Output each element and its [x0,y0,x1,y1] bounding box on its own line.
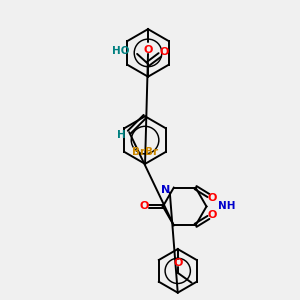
Text: O: O [159,47,169,57]
Text: Br: Br [145,147,158,157]
Text: N: N [161,184,170,195]
Text: O: O [173,258,182,268]
Text: H: H [117,130,126,140]
Text: O: O [208,193,217,202]
Text: HO: HO [112,46,129,56]
Text: NH: NH [218,202,236,212]
Text: O: O [143,45,153,55]
Text: Br: Br [132,147,145,157]
Text: O: O [208,210,217,220]
Text: O: O [140,202,149,212]
